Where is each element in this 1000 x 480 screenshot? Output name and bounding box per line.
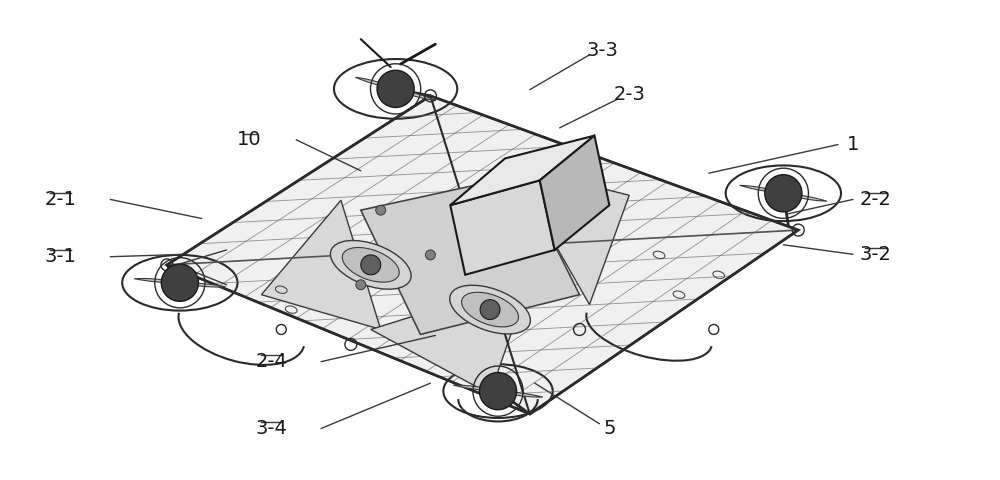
Polygon shape	[450, 136, 594, 205]
Polygon shape	[261, 200, 381, 329]
Text: 3-3: 3-3	[586, 41, 618, 60]
Text: 2-3: 2-3	[613, 85, 645, 104]
Polygon shape	[167, 96, 798, 414]
Polygon shape	[134, 278, 180, 283]
Polygon shape	[355, 77, 396, 89]
Circle shape	[425, 250, 435, 260]
Circle shape	[765, 175, 802, 212]
Polygon shape	[783, 193, 827, 201]
Circle shape	[376, 205, 386, 215]
Text: 2-1: 2-1	[45, 190, 76, 209]
Polygon shape	[510, 166, 629, 305]
Polygon shape	[540, 136, 609, 250]
Circle shape	[161, 264, 198, 301]
Text: 2-2: 2-2	[860, 190, 892, 209]
Polygon shape	[371, 280, 530, 394]
Circle shape	[377, 70, 414, 108]
Polygon shape	[450, 180, 555, 275]
Polygon shape	[361, 175, 580, 335]
Text: 2-4: 2-4	[255, 352, 287, 371]
Polygon shape	[498, 391, 543, 397]
Circle shape	[356, 280, 366, 290]
Text: 3-1: 3-1	[45, 247, 76, 266]
Circle shape	[361, 255, 381, 275]
Text: 3-4: 3-4	[255, 419, 287, 438]
Ellipse shape	[450, 285, 530, 334]
Circle shape	[515, 250, 525, 260]
Circle shape	[479, 372, 517, 410]
Circle shape	[480, 300, 500, 320]
Text: 10: 10	[237, 130, 262, 149]
Text: 1: 1	[847, 135, 859, 154]
Polygon shape	[740, 185, 783, 193]
Text: 5: 5	[603, 419, 616, 438]
Circle shape	[485, 190, 495, 200]
Ellipse shape	[330, 240, 411, 289]
Ellipse shape	[462, 292, 519, 327]
Polygon shape	[453, 385, 498, 391]
Polygon shape	[180, 283, 226, 287]
Ellipse shape	[342, 248, 399, 282]
Text: 3-2: 3-2	[860, 245, 892, 264]
Polygon shape	[396, 89, 436, 100]
